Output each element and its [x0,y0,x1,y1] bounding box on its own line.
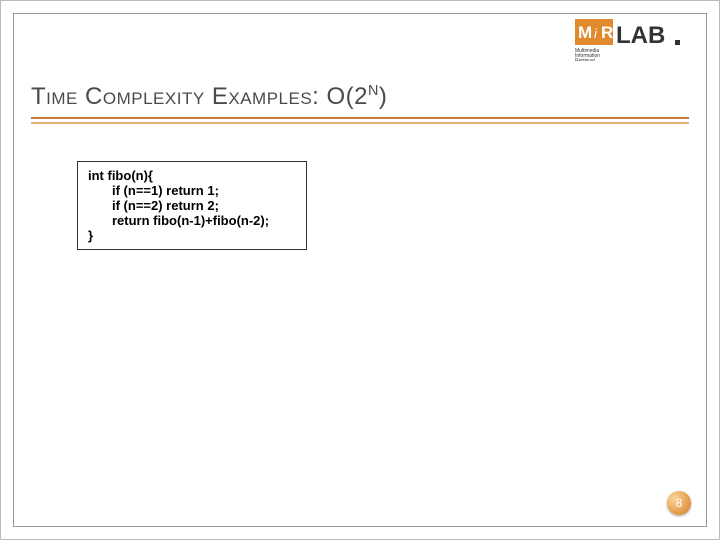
svg-text:LAB: LAB [616,22,665,49]
mir-lab-logo: M i R LAB Multimedia Information Retriev… [575,19,695,61]
title-sup: N [368,83,379,99]
title-block: Time Complexity Examples: O(2N) [31,83,689,124]
svg-text:R: R [601,23,613,42]
svg-text:Retrieval: Retrieval [575,58,595,61]
code-line: int fibo(n){ [88,168,296,183]
code-line: if (n==2) return 2; [88,198,296,213]
title-suffix: ) [379,83,388,110]
svg-text:M: M [578,23,592,42]
code-line: if (n==1) return 1; [88,183,296,198]
page-number: 8 [676,496,683,510]
title-prefix: Time Complexity Examples: O(2 [31,83,368,110]
divider-top [31,117,689,119]
slide: M i R LAB Multimedia Information Retriev… [0,0,720,540]
divider-bottom [31,122,689,124]
page-number-badge: 8 [667,491,691,515]
code-box: int fibo(n){ if (n==1) return 1; if (n==… [77,161,307,250]
slide-title: Time Complexity Examples: O(2N) [31,83,689,111]
code-line: } [88,228,296,243]
code-line: return fibo(n-1)+fibo(n-2); [88,213,296,228]
